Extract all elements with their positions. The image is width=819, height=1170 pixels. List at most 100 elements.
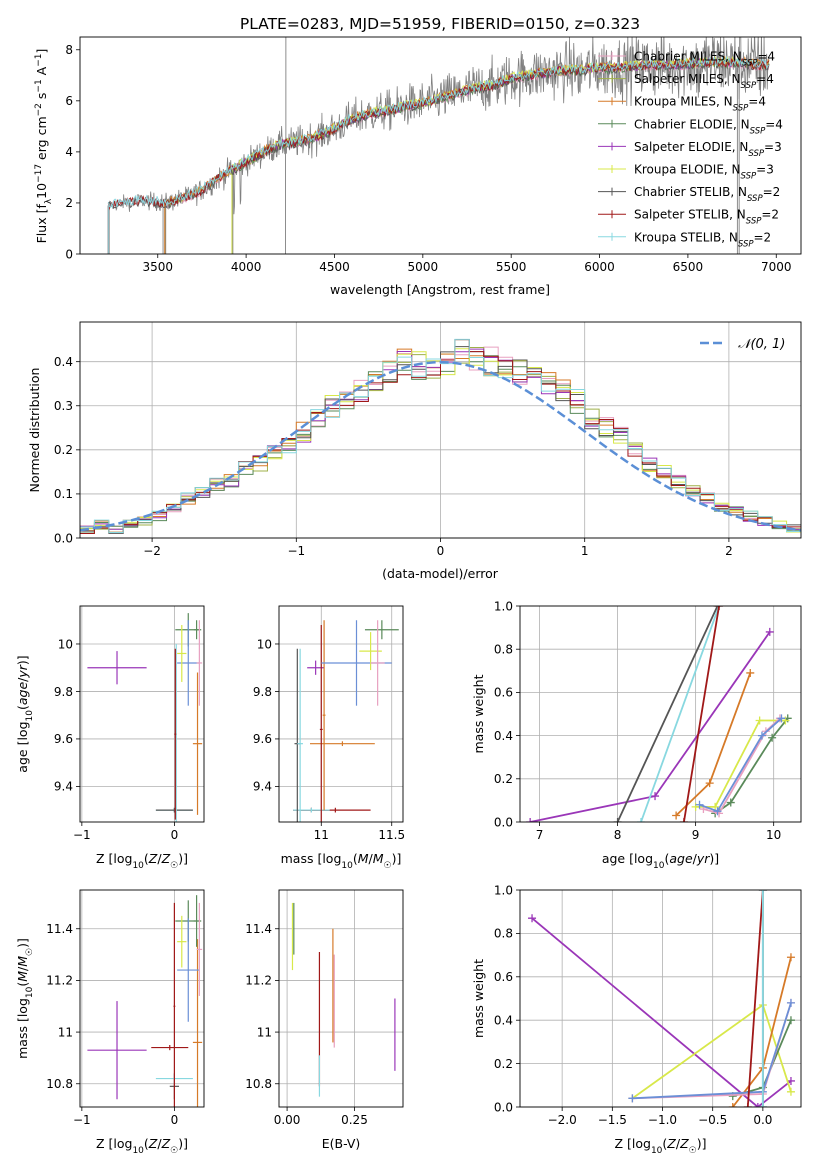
legend-label-base: Chabrier MILES, N — [634, 50, 742, 64]
z-age-ylabel-part: age [log — [15, 721, 30, 772]
z-mass-ytick-label: 11.4 — [46, 922, 73, 936]
z-weight-ytick-label: 0.8 — [494, 927, 513, 941]
mass-age-ytick-label: 9.6 — [253, 732, 272, 746]
spectrum-ylabel-part: λ — [44, 198, 54, 204]
z-age-ytick-label: 9.6 — [54, 732, 73, 746]
z-weight-xlabel-part: ( — [662, 1136, 667, 1151]
weight-marker — [786, 953, 795, 962]
legend-label-tail: =3 — [764, 140, 782, 154]
weight-marker — [705, 779, 714, 788]
spectrum-ylabel: Flux [fλ10−17 erg cm−2 s−1 A−1] — [34, 49, 54, 244]
legend-label-tail: =3 — [756, 163, 774, 177]
z-mass-ytick-label: 10.8 — [46, 1077, 73, 1091]
legend-label: Kroupa ELODIE, NSSP=3 — [634, 163, 774, 182]
mass-age-ytick-label: 9.8 — [253, 685, 272, 699]
z-age-xlabel-part: Z — [161, 851, 171, 866]
z-mass-xlabel-part: ☉ — [170, 1146, 178, 1156]
legend-label-tail: =4 — [756, 72, 774, 86]
weight-marker — [768, 733, 777, 742]
spectrum-ylabel-part: −1 — [34, 79, 44, 92]
weight-marker — [755, 716, 764, 725]
spectrum-ylabel-part: 10 — [34, 183, 49, 199]
z-mass-ylabel-part: )] — [15, 938, 30, 948]
legend-label-sub: SSP — [741, 172, 757, 182]
z-weight-ytick-label: 0.2 — [494, 1057, 513, 1071]
weight-line — [699, 717, 783, 813]
weight-line — [746, 890, 764, 1107]
z-age-ylabel-part: age — [15, 682, 30, 706]
age-weight-xlabel-part: )] — [709, 851, 719, 866]
z-weight-xtick-label: 0.0 — [753, 1113, 772, 1127]
z-mass-ylabel-part: / — [15, 966, 30, 971]
spectrum-xtick-label: 7000 — [761, 260, 792, 274]
residuals-ytick-label: 0.1 — [54, 487, 73, 501]
legend-label: Kroupa STELIB, NSSP=2 — [634, 230, 771, 249]
z-mass-ylabel-part: mass [log — [15, 998, 30, 1059]
z-age-xlabel-part: / — [157, 851, 162, 866]
spectrum-ylabel-part: erg cm — [34, 116, 49, 164]
spectrum-frame — [79, 36, 802, 255]
ebv-mass-xlabel-part: E(B-V) — [322, 1136, 361, 1151]
weight-marker — [672, 811, 681, 820]
z-weight-ytick-label: 0.6 — [494, 970, 513, 984]
residuals-ytick-label: 0.2 — [54, 443, 73, 457]
z-age-xlabel-part: ☉ — [170, 861, 178, 871]
weight-marker — [613, 818, 622, 822]
mass-age-xtick-label: 11.5 — [378, 828, 405, 842]
age-weight-xlabel-part: / — [693, 851, 698, 866]
spectrum-ylabel-part: ] — [34, 49, 49, 54]
mass-age-xlabel-part: ☉ — [384, 861, 392, 871]
legend-label: Salpeter ELODIE, NSSP=3 — [634, 140, 782, 159]
ebv-mass-ytick-label: 10.8 — [245, 1077, 272, 1091]
weight-marker — [526, 818, 535, 822]
legend-label: Chabrier MILES, NSSP=4 — [634, 50, 775, 69]
z-age-xlabel-part: Z [log — [96, 851, 132, 866]
age-weight-xlabel-part: 10 — [653, 861, 665, 871]
z-mass-xtick-label: −1 — [73, 1113, 91, 1127]
z-age-ylabel-part: 10 — [25, 710, 35, 722]
spectrum-ytick-label: 0 — [65, 247, 73, 261]
z-age-xlabel-part: Z — [148, 851, 158, 866]
legend-label: Salpeter MILES, NSSP=4 — [634, 72, 774, 91]
age-weight-xlabel-part: age — [669, 851, 693, 866]
mass-age-xlabel-part: ( — [353, 851, 358, 866]
age-weight-xlabel: age [log10(age/yr)] — [602, 851, 719, 871]
z-weight-xlabel-part: )] — [697, 1136, 707, 1151]
mass-age-xlabel: mass [log10(M/M☉)] — [281, 851, 402, 871]
weight-marker — [713, 807, 722, 816]
age-weight-ytick-label: 0.4 — [494, 729, 513, 743]
legend-label-tail: =2 — [754, 230, 772, 244]
panels-group: 3500 4000 4500 5000 5500 6000 6500 700002468wav… — [15, 36, 802, 1156]
legend-label-base: Chabrier STELIB, N — [634, 185, 747, 199]
spectrum-xtick-label: 6000 — [584, 260, 615, 274]
spectrum-ylabel-part: −17 — [34, 164, 44, 183]
weight-marker — [636, 818, 645, 822]
weight-line — [531, 917, 792, 1107]
weight-line — [529, 631, 771, 822]
legend-label-tail: =2 — [761, 208, 779, 222]
gaussian-curve — [80, 360, 801, 532]
z-mass-xlabel-part: Z — [148, 1136, 158, 1151]
legend-label: Salpeter STELIB, NSSP=2 — [634, 208, 779, 227]
legend-label-sub: SSP — [747, 194, 763, 204]
z-mass-ylabel-part: M — [15, 971, 30, 982]
ebv-mass-plot — [291, 902, 396, 1097]
legend-label-sub: SSP — [738, 239, 754, 249]
age-weight-xlabel-part: age [log — [602, 851, 653, 866]
figure-title: PLATE=0283, MJD=51959, FIBERID=0150, z=0… — [240, 15, 640, 33]
weight-marker — [726, 798, 735, 807]
age-weight-frame — [519, 605, 802, 823]
ebv-mass-ytick-label: 11.2 — [245, 974, 272, 988]
spectrum-plot — [107, 37, 770, 254]
legend-label-base: Kroupa STELIB, N — [634, 230, 738, 244]
z-weight-ytick-label: 1.0 — [494, 883, 513, 897]
mass-age-xlabel-part: M — [358, 851, 369, 866]
spectrum-axes: 3500 4000 4500 5000 5500 6000 6500 7000 0 2 4 6 8 wav… — [34, 36, 802, 297]
z-weight-frame — [519, 889, 802, 1108]
residuals-ytick-label: 0.0 — [54, 531, 73, 545]
ebv-mass-frame — [278, 889, 404, 1108]
spectrum-ylabel-part: s — [34, 93, 49, 104]
z-weight-xlabel-part: Z — [666, 1136, 676, 1151]
